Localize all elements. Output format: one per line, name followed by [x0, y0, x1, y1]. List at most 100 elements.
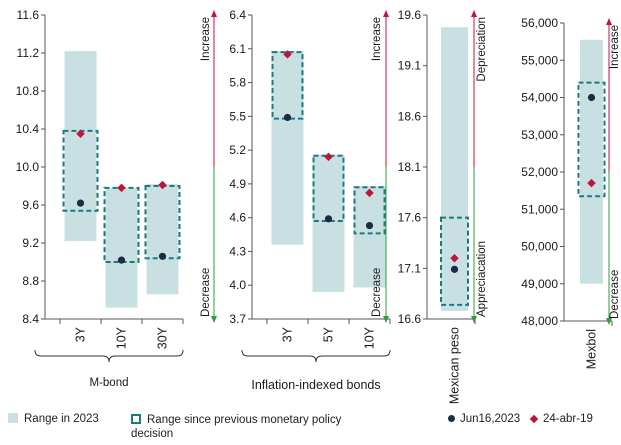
arrow-up-head [383, 10, 389, 17]
panel-inflation-indexed-bonds: 3.7 4.0 4.3 4.6 4.9 5.2 5.5 5.8 6.1 6.4 3Y 5Y 10Y Inf… [229, 8, 391, 392]
y-tick-label: 4.3 [229, 244, 246, 258]
arrow-down-head [471, 316, 477, 323]
range-2023-bar [353, 186, 386, 288]
group-brace [241, 349, 391, 363]
range-2023-bar [105, 187, 138, 308]
y-tick-label: 10.8 [16, 84, 40, 98]
jun16-marker [587, 93, 596, 102]
range-2023-bar [580, 39, 603, 284]
y-tick-label: 19.6 [398, 8, 422, 22]
y-tick-label: 10.4 [16, 122, 40, 136]
arrow-up-label: Increase [200, 17, 212, 61]
y-tick-label: 8.8 [22, 274, 39, 288]
legend-jun16-marker [448, 415, 455, 422]
legend-range-2023-label: Range in 2023 [24, 413, 99, 425]
y-tick-label: 10.0 [16, 160, 40, 174]
group-label: M-bond [90, 377, 129, 389]
category-label: Mexican peso [448, 327, 462, 404]
y-tick-label: 6.1 [229, 42, 246, 56]
apr24-marker [324, 152, 333, 162]
y-tick-label: 49,000 [521, 277, 558, 291]
legend-range-2023-swatch [8, 413, 18, 423]
jun16-marker [158, 252, 167, 260]
category-label: 10Y [115, 326, 129, 349]
range-prev-box [440, 216, 469, 306]
jun16-marker [450, 265, 459, 273]
category-label: 5Y [322, 326, 336, 342]
group-label: Inflation-indexed bonds [251, 378, 380, 392]
jun16-marker [76, 199, 85, 207]
apr24-marker [76, 129, 85, 138]
legend-range-2023: Range in 2023 [8, 413, 99, 425]
arrow-up-head [471, 10, 477, 17]
arrow-up-label: Increase [371, 17, 383, 61]
jun16-marker [365, 221, 374, 230]
arrow-down-label: Decrease [371, 268, 383, 317]
y-tick-label: 5.8 [229, 76, 246, 90]
arrow-up-label: Depreciation [476, 17, 488, 82]
arrow-up-head [606, 18, 612, 25]
apr24-marker [117, 183, 126, 193]
y-tick-label: 54,000 [521, 91, 558, 105]
y-tick-label: 4.6 [229, 211, 246, 225]
y-tick-label: 19.1 [398, 59, 422, 73]
legend-range-prev: Range since previous monetary policy dec… [131, 413, 381, 441]
y-tick-label: 55,000 [521, 53, 558, 67]
legend-apr24-label: 24-abr-19 [543, 413, 593, 425]
arrow-down-label: Decrease [200, 268, 212, 317]
range-2023-bar [64, 51, 97, 242]
panel-mexican-peso: 16.6 17.1 17.6 18.1 18.6 19.1 19.6 Mexican peso… [398, 8, 488, 404]
category-label: 10Y [363, 326, 377, 349]
y-tick-label: 3.7 [229, 312, 246, 326]
legend-range-prev-label: Range since previous monetary policy dec… [131, 414, 342, 440]
y-tick-label: 5.5 [229, 109, 246, 123]
category-label: Mexbol [585, 329, 599, 369]
category-label: 3Y [74, 326, 88, 342]
range-prev-box [353, 186, 386, 235]
arrow-down-head [606, 318, 612, 325]
range-2023-bar [146, 184, 179, 295]
y-tick-label: 6.4 [229, 8, 246, 22]
panel-m-bond: 8.4 8.8 9.2 9.6 10.0 10.4 10.8 11.2 11.6 3Y 10Y 30Y… [16, 8, 217, 389]
y-tick-label: 16.6 [398, 312, 422, 326]
y-tick-label: 17.1 [398, 261, 422, 275]
y-tick-label: 56,000 [521, 16, 558, 30]
legend-jun16: Jun16,2023 [448, 413, 520, 425]
y-tick-label: 4.0 [229, 278, 246, 292]
group-brace [34, 349, 184, 363]
y-tick-label: 11.6 [17, 8, 40, 22]
range-2023-bar [312, 154, 345, 292]
legend-jun16-label: Jun16,2023 [460, 413, 521, 425]
category-label: 3Y [281, 326, 295, 342]
arrow-up-label: Increase [609, 25, 621, 69]
y-tick-label: 4.9 [229, 177, 246, 191]
y-tick-label: 50,000 [521, 240, 558, 254]
apr24-marker [283, 50, 292, 59]
apr24-marker [365, 188, 374, 198]
y-tick-label: 18.6 [398, 109, 422, 123]
range-2023-bar [441, 27, 468, 311]
y-tick-label: 8.4 [22, 312, 39, 326]
y-tick-label: 9.2 [22, 236, 39, 250]
y-tick-label: 53,000 [521, 128, 558, 142]
legend-apr24: 24-abr-19 [529, 413, 593, 425]
jun16-marker [117, 256, 126, 264]
y-tick-label: 5.2 [229, 143, 246, 157]
panel-mexbol: 48,000 49,000 50,000 51,000 52,000 53,000 54,0… [521, 16, 621, 369]
arrow-down-head [211, 316, 217, 323]
y-tick-label: 48,000 [521, 314, 558, 328]
legend-apr24-marker [529, 414, 539, 424]
range-prev-box [577, 81, 606, 198]
range-2023-bar [271, 51, 304, 245]
legend-range-prev-swatch [131, 414, 141, 424]
y-tick-label: 52,000 [521, 165, 558, 179]
category-label: 30Y [156, 326, 170, 349]
y-tick-label: 18.1 [398, 160, 422, 174]
jun16-marker [283, 113, 292, 122]
apr24-marker [158, 180, 167, 190]
jun16-marker [324, 215, 333, 223]
y-tick-label: 9.6 [22, 198, 39, 212]
y-tick-label: 11.2 [17, 46, 40, 60]
y-tick-label: 17.6 [398, 211, 422, 225]
